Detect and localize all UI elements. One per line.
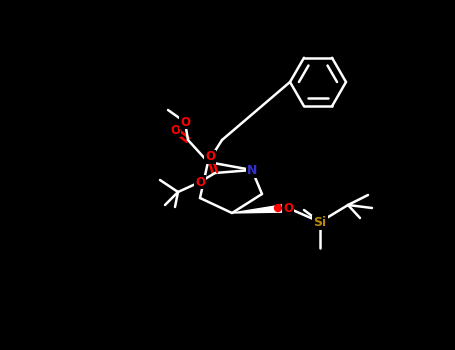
Text: N: N bbox=[247, 163, 257, 176]
Text: O: O bbox=[180, 116, 190, 128]
Text: O: O bbox=[205, 150, 215, 163]
Text: O: O bbox=[195, 175, 205, 189]
Text: O: O bbox=[283, 202, 293, 215]
Polygon shape bbox=[232, 204, 288, 213]
Text: O: O bbox=[170, 124, 180, 136]
Circle shape bbox=[274, 204, 282, 211]
Text: Si: Si bbox=[313, 216, 327, 229]
